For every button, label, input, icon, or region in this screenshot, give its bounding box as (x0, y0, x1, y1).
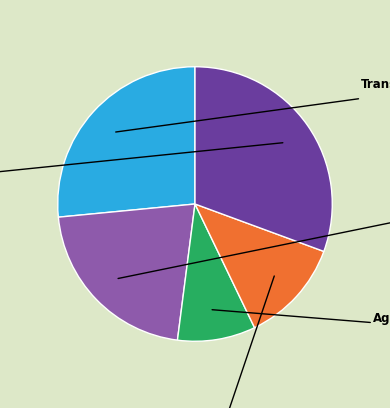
Text: Electricity
30%: Electricity 30% (0, 143, 283, 190)
Wedge shape (195, 67, 332, 251)
Text: Agriculture
9%: Agriculture 9% (212, 310, 390, 340)
Wedge shape (177, 204, 255, 341)
Wedge shape (58, 204, 195, 340)
Wedge shape (195, 204, 324, 328)
Text: Commercial and Residential
12%: Commercial and Residential 12% (126, 276, 311, 408)
Text: Transportation
26%: Transportation 26% (116, 78, 390, 132)
Text: Industry
21%: Industry 21% (118, 202, 390, 279)
Wedge shape (58, 67, 195, 217)
